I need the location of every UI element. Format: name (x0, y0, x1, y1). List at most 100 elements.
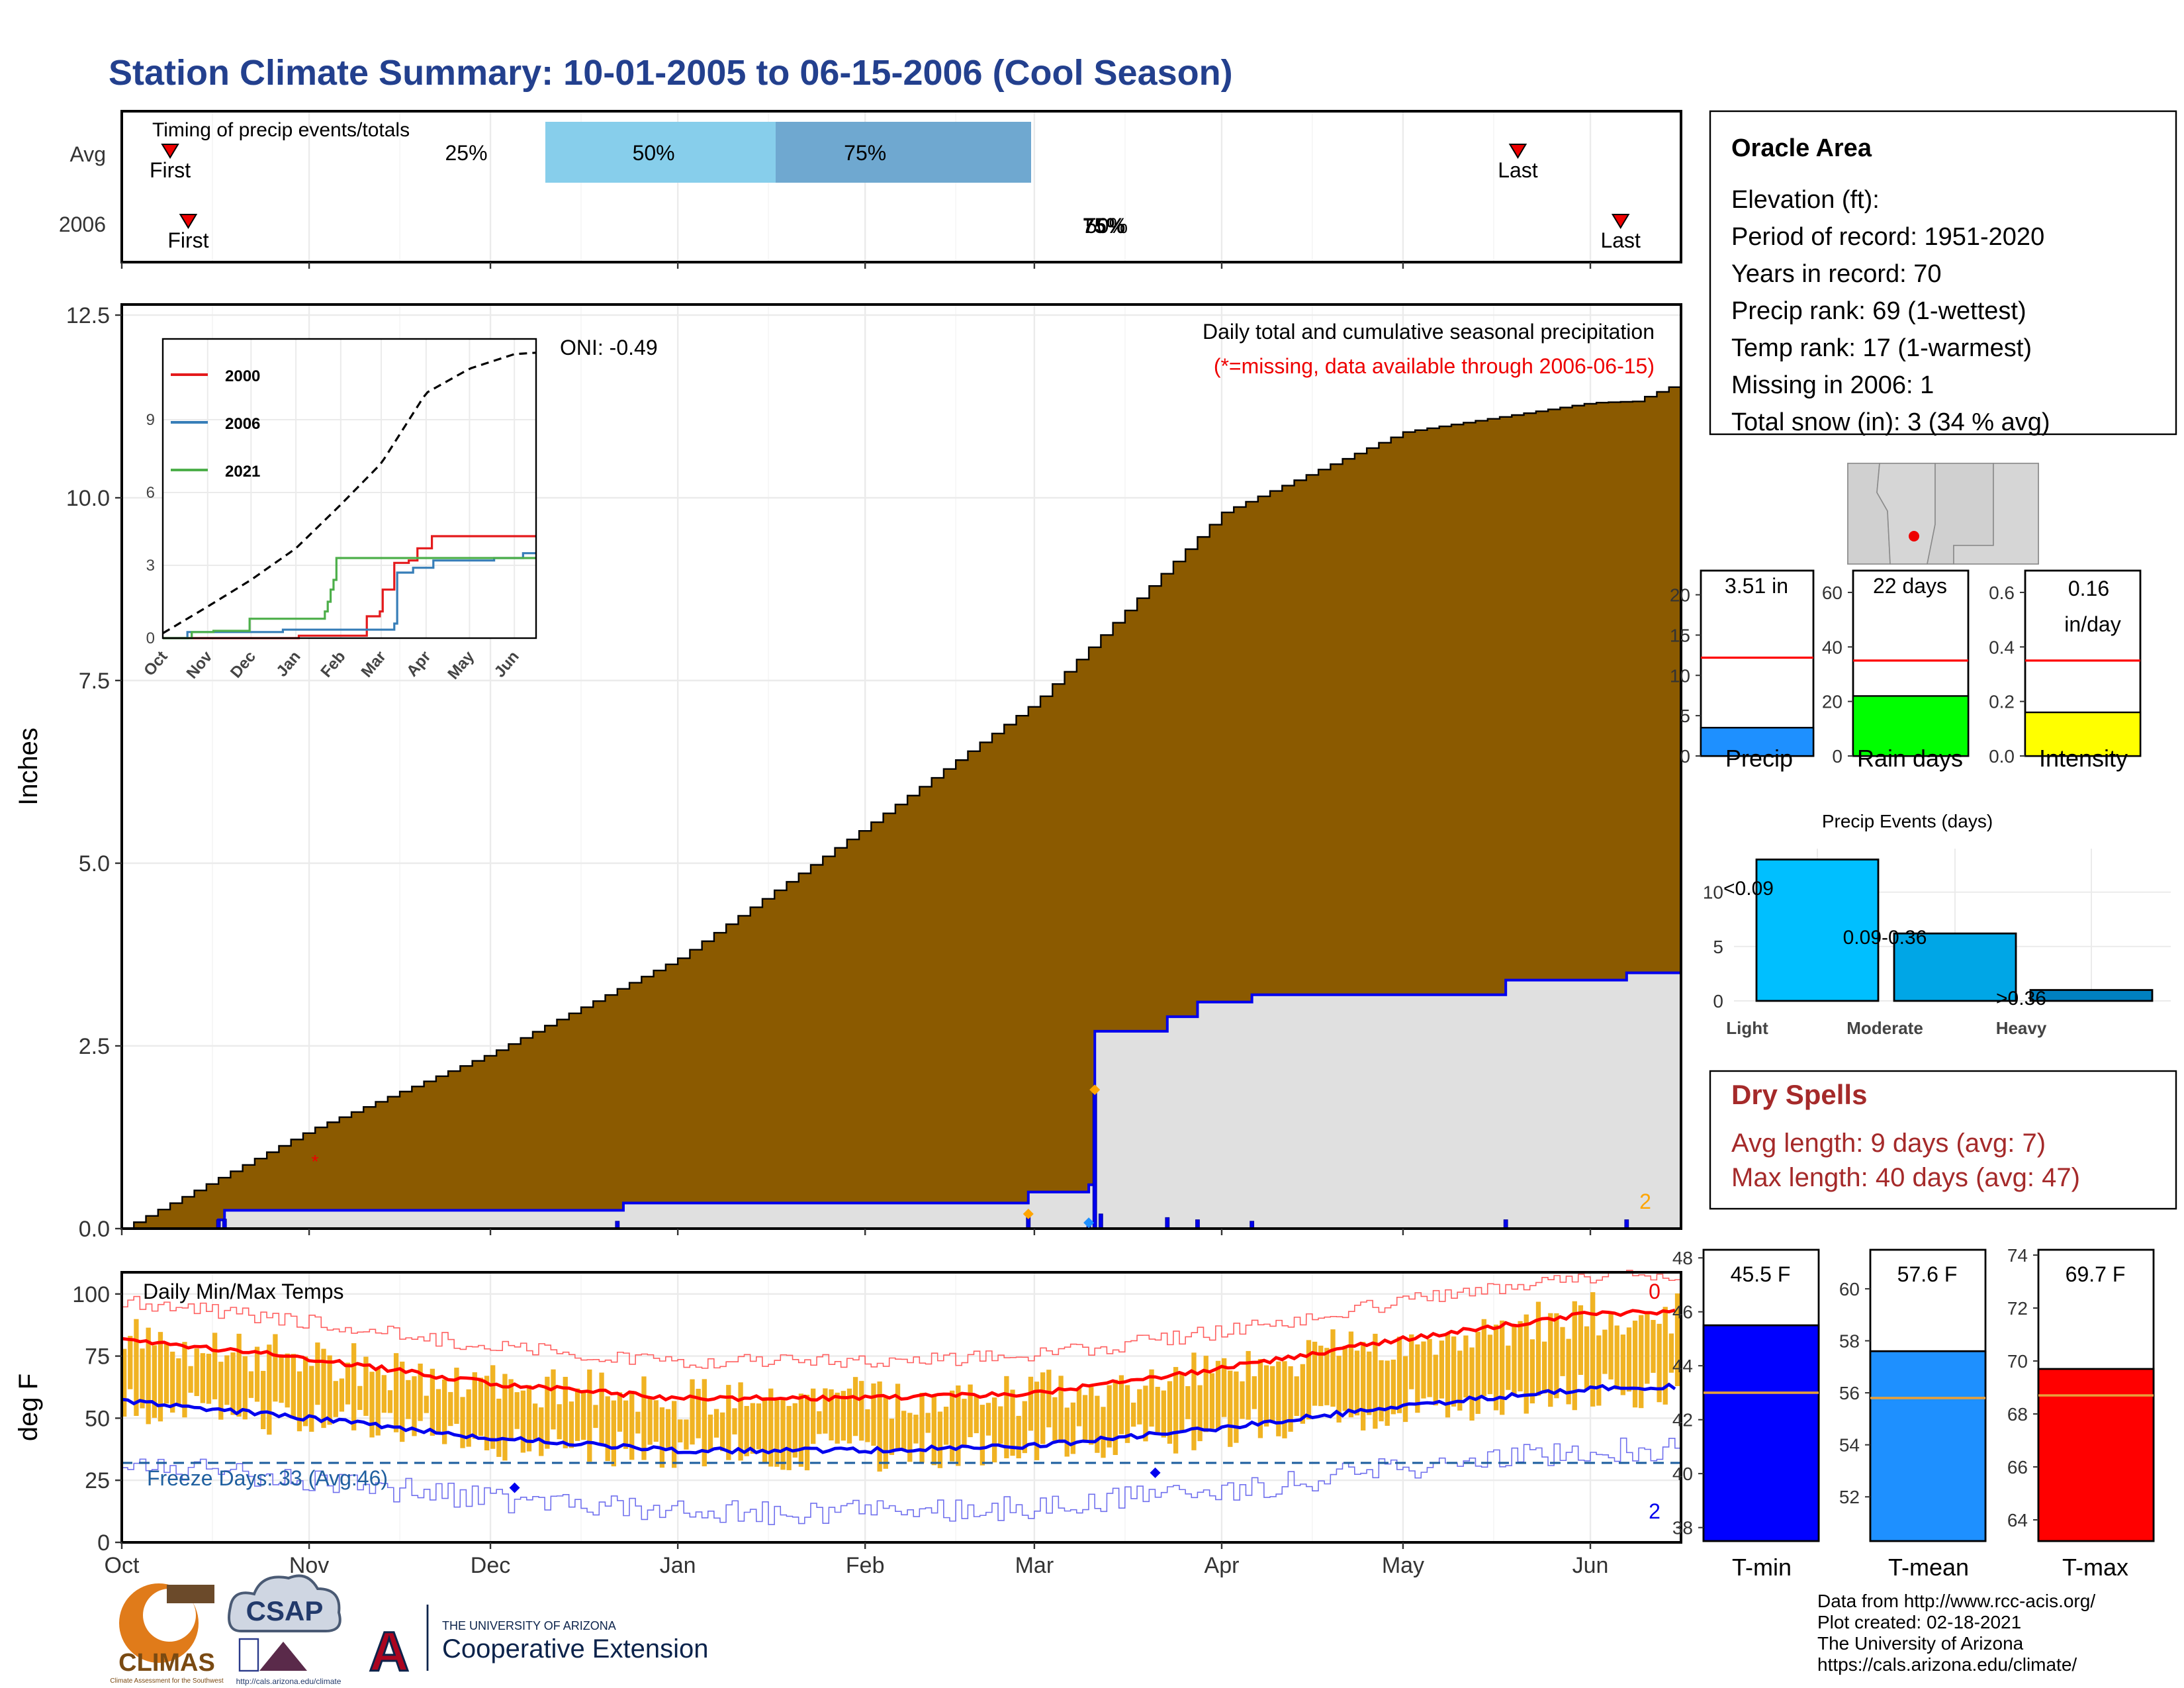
temp-day-bar-5 (152, 1345, 157, 1418)
temp-bar-ytick-label-64: 64 (2007, 1510, 2028, 1530)
cur-first-marker (179, 214, 198, 229)
timing-cur-pct-overlap: 75% (1083, 214, 1125, 238)
temp-day-bar-242 (1584, 1326, 1590, 1390)
inset-xtick-label-Jun: Jun (491, 648, 523, 681)
temp-yticks: 0 25 50 75 100 (72, 1282, 122, 1556)
temp-day-bar-244 (1596, 1335, 1602, 1406)
precip-diamond-2 (1083, 1217, 1095, 1229)
temp-day-bar-113 (804, 1395, 810, 1471)
mini-ytick-label-0: 0 (1832, 746, 1843, 767)
xtick-label-Mar: Mar (1015, 1553, 1054, 1578)
temp-day-bar-131 (913, 1415, 919, 1444)
dry-spells-frame (1709, 1070, 2177, 1210)
mini-ytick-label-0: 0 (1680, 746, 1690, 767)
temp-bar-ytick-label-58: 58 (1839, 1331, 1860, 1352)
temp-bar-ytick-label-44: 44 (1672, 1356, 1693, 1376)
mini-precip-value: 3.51 in (1725, 574, 1788, 598)
temp-day-bar-196 (1306, 1340, 1312, 1420)
temp-day-bar-14 (206, 1354, 212, 1404)
timing-title: Timing of precip events/totals (152, 119, 410, 141)
tmax-value: 69.7 F (2066, 1262, 2126, 1286)
mini-intensity-unit: in/day (2064, 612, 2120, 636)
temp-day-bar-48 (412, 1376, 417, 1436)
temp-day-bar-104 (750, 1403, 756, 1454)
temp-day-bar-139 (962, 1399, 967, 1448)
tmean-label: T-mean (1888, 1554, 1969, 1581)
temp-day-bar-105 (756, 1403, 762, 1450)
temp-day-bar-39 (357, 1385, 363, 1410)
station-elevation: Elevation (ft): (1731, 186, 1880, 214)
temp-day-bar-181 (1215, 1360, 1221, 1430)
temp-day-bar-217 (1433, 1354, 1438, 1406)
temp-day-bar-197 (1312, 1341, 1318, 1406)
temp-day-bar-132 (919, 1393, 925, 1463)
temp-day-bar-203 (1348, 1331, 1354, 1418)
temp-day-bar-167 (1131, 1402, 1136, 1427)
temp-day-bar-154 (1052, 1397, 1058, 1441)
precip-frame (120, 303, 1682, 1230)
inset-ytick-label-9: 9 (146, 411, 155, 429)
temp-day-bar-49 (418, 1363, 423, 1421)
mini-chart-intensity: 0.0 0.2 0.4 0.6 (1989, 569, 2142, 767)
events-ytick-label-0: 0 (1713, 991, 1723, 1011)
temp-day-bar-44 (387, 1390, 393, 1413)
temp-day-bar-133 (925, 1413, 931, 1433)
temp-day-bar-31 (309, 1366, 314, 1432)
station-missing: Missing in 2006: 1 (1731, 371, 1934, 399)
inset-xtick-label-Oct: Oct (140, 648, 171, 680)
events-bars (1755, 859, 2154, 1002)
xtick-label-Feb: Feb (846, 1553, 885, 1578)
temp-day-bar-236 (1548, 1313, 1553, 1407)
temp-day-bar-124 (871, 1383, 876, 1446)
temp-day-bar-155 (1058, 1376, 1064, 1444)
temp-day-bar-150 (1028, 1376, 1034, 1431)
mini-rain-value: 22 days (1873, 574, 1947, 598)
dry-spells-max: Max length: 40 days (avg: 47) (1731, 1163, 2080, 1192)
temp-day-bar-109 (780, 1398, 786, 1470)
temp-day-bar-232 (1524, 1314, 1529, 1414)
temp-bar-tmin: 38 40 42 44 46 48 (1672, 1248, 1820, 1542)
temp-day-bar-161 (1095, 1395, 1100, 1453)
temp-day-bar-106 (762, 1397, 768, 1463)
temp-panel: 0 25 50 75 100 deg F Daily Min/Max Temps Fre… (14, 1270, 1682, 1578)
mini-rain-label: Rain days (1857, 745, 1963, 772)
temp-day-bar-245 (1602, 1329, 1608, 1374)
station-snow: Total snow (in): 3 (34 % avg) (1731, 408, 2050, 436)
temp-day-bar-72 (557, 1404, 562, 1440)
inset-ytick-label-0: 0 (146, 630, 155, 647)
inset-xtick-label-Nov: Nov (183, 647, 216, 682)
inset-xtick-label-May: May (444, 647, 478, 683)
temp-day-bar-175 (1179, 1372, 1185, 1432)
oni-label: ONI: -0.49 (560, 336, 658, 359)
temp-day-bar-157 (1070, 1402, 1075, 1454)
temp-day-bar-97 (707, 1414, 713, 1451)
csap-cloud (228, 1574, 341, 1632)
temp-day-bar-182 (1221, 1358, 1227, 1417)
events-title: Precip Events (days) (1822, 811, 1993, 831)
temp-day-bar-248 (1620, 1335, 1625, 1395)
temp-day-bar-187 (1251, 1376, 1257, 1409)
temp-day-bar-117 (829, 1389, 834, 1440)
mini-ytick-label-0.2: 0.2 (1989, 692, 2015, 712)
inset-xtick-label-Jan: Jan (273, 648, 304, 680)
temp-bar-ytick-label-60: 60 (1839, 1279, 1860, 1299)
temp-day-bar-156 (1064, 1407, 1069, 1457)
temp-day-bar-17 (224, 1355, 230, 1405)
temp-day-bar-52 (435, 1389, 441, 1434)
timing-panel: Timing of precip events/totals Avg 2006 … (59, 110, 1682, 269)
temp-day-bar-26 (279, 1356, 284, 1403)
temp-day-bar-146 (1004, 1376, 1009, 1458)
temp-day-bar-23 (261, 1370, 266, 1429)
temp-day-bar-27 (285, 1353, 290, 1408)
station-info-frame (1709, 110, 2177, 436)
temp-day-bar-9 (176, 1358, 181, 1406)
temp-day-bar-215 (1421, 1341, 1426, 1399)
temp-daily-bars (122, 1292, 1680, 1472)
temp-day-bar-216 (1427, 1338, 1432, 1397)
temp-day-bar-15 (212, 1333, 218, 1399)
temp-day-bar-210 (1390, 1359, 1396, 1415)
temp-day-bar-188 (1257, 1358, 1263, 1438)
tmin-label: T-min (1732, 1554, 1792, 1581)
temp-day-bar-213 (1409, 1334, 1414, 1389)
